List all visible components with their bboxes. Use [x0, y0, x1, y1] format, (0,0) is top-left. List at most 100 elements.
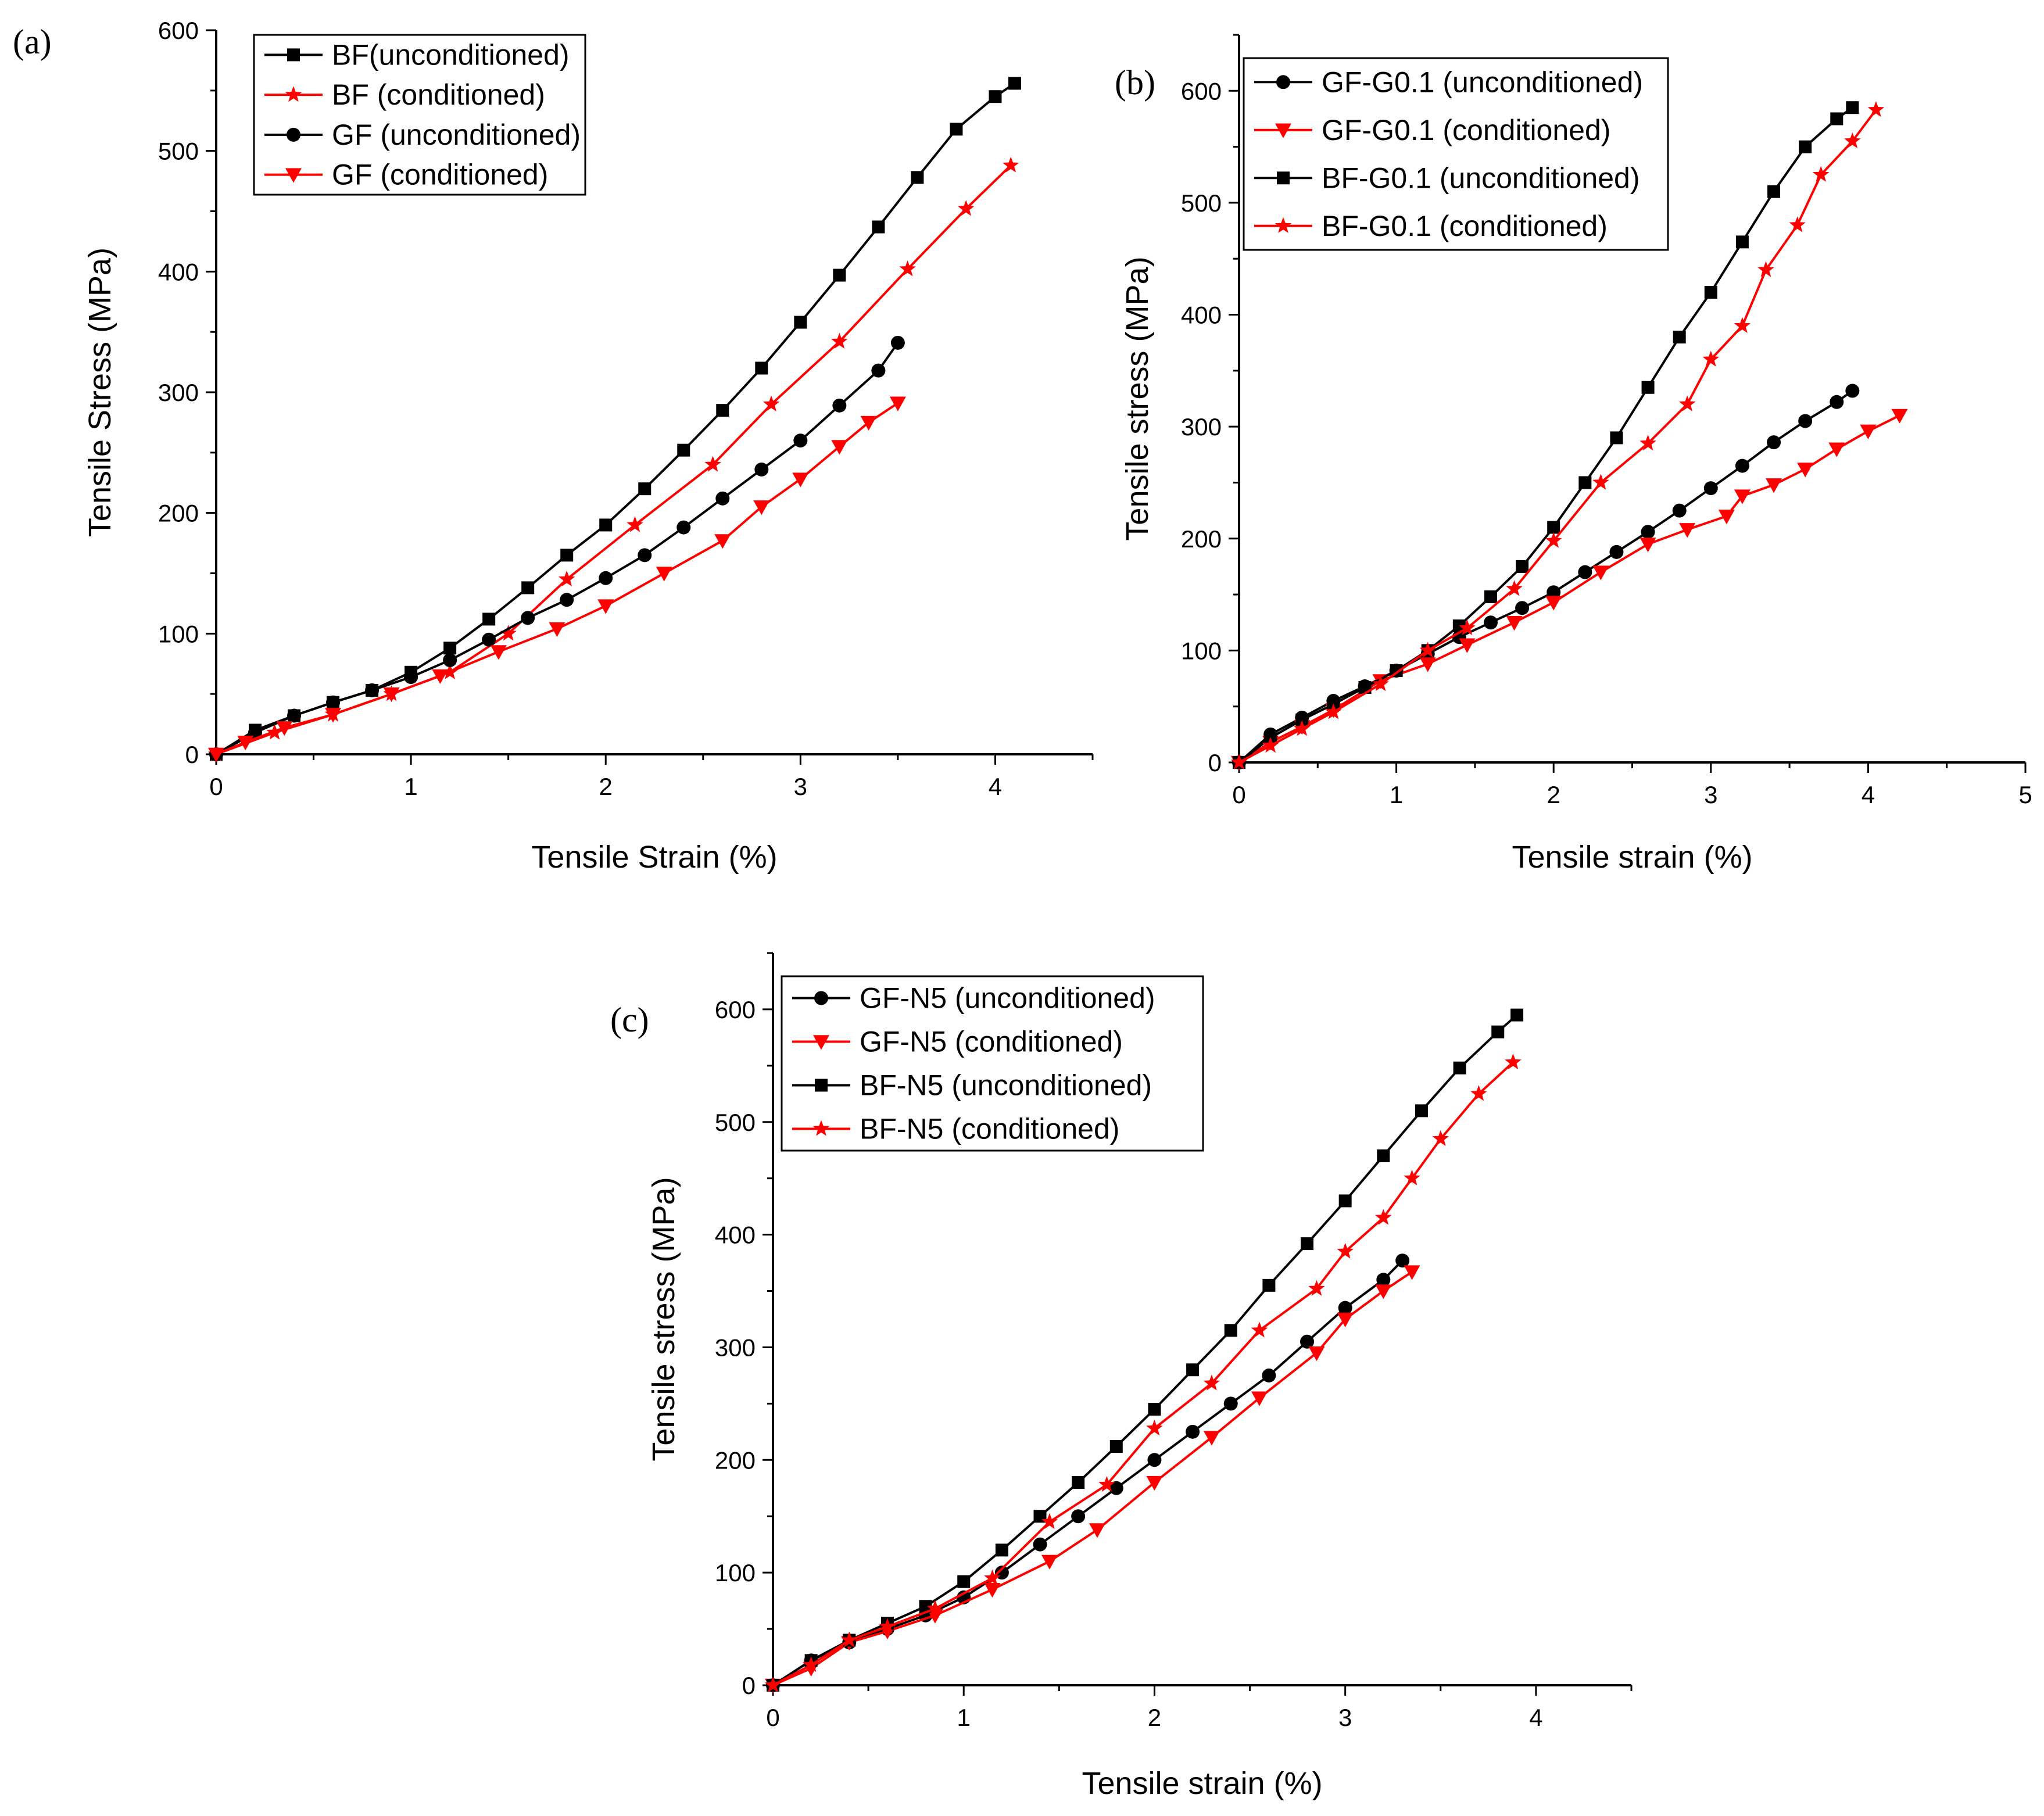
- data-point: [1798, 414, 1812, 428]
- data-point: [599, 518, 612, 531]
- y-tick-label: 100: [715, 1559, 756, 1586]
- data-point: [1767, 435, 1781, 449]
- data-point: [326, 696, 340, 710]
- data-point: [676, 521, 690, 535]
- data-point: [482, 613, 495, 625]
- legend: GF-N5 (unconditioned) GF-N5 (conditioned)…: [782, 976, 1203, 1151]
- data-point: [1089, 1523, 1105, 1538]
- panel-label: (b): [1115, 63, 1155, 102]
- data-point: [1673, 331, 1686, 343]
- data-point: [871, 364, 885, 378]
- panel-b: 0 1 2 3 4 50100200300400500600Tensile strain …: [1115, 35, 2032, 875]
- x-tick-label: 1: [957, 1704, 971, 1731]
- legend-marker: [287, 128, 300, 142]
- data-point: [1251, 1321, 1268, 1337]
- data-point: [1797, 463, 1813, 477]
- data-point: [755, 361, 768, 374]
- x-tick-label: 4: [989, 773, 1002, 800]
- data-point: [443, 642, 456, 654]
- data-point: [404, 670, 418, 684]
- y-tick-label: 0: [1208, 749, 1222, 776]
- x-tick-label: 4: [1529, 1704, 1542, 1731]
- data-point: [491, 645, 507, 660]
- data-point: [656, 567, 672, 581]
- data-point: [1224, 1396, 1238, 1410]
- data-point: [1072, 1476, 1084, 1489]
- x-tick-label: 2: [599, 773, 613, 800]
- data-point: [996, 1543, 1008, 1556]
- legend-marker: [815, 1079, 828, 1092]
- data-point: [1673, 504, 1687, 518]
- data-point: [443, 653, 457, 667]
- data-point: [1262, 1369, 1276, 1382]
- series-bf-conditioned: [208, 157, 1019, 762]
- legend-marker: [814, 991, 828, 1005]
- data-point: [1339, 1194, 1352, 1207]
- data-point: [794, 316, 807, 329]
- data-point: [1640, 538, 1656, 552]
- legend-marker: [287, 48, 300, 61]
- data-point: [1204, 1431, 1220, 1445]
- data-point: [1845, 384, 1859, 398]
- data-point: [890, 396, 906, 411]
- legend: GF-G0.1 (unconditioned) GF-G0.1 (conditio…: [1244, 58, 1668, 250]
- panel-label: (a): [13, 23, 52, 61]
- y-tick-label: 400: [1181, 302, 1222, 329]
- data-point: [1510, 1009, 1523, 1022]
- data-point: [715, 492, 729, 506]
- legend-label: GF (unconditioned): [332, 119, 581, 151]
- y-tick-label: 600: [715, 996, 756, 1023]
- legend-marker: [1277, 171, 1290, 184]
- data-point: [597, 599, 614, 614]
- data-point: [482, 633, 496, 647]
- data-point: [1735, 459, 1749, 473]
- series-line: [773, 1062, 1513, 1685]
- x-tick-label: 5: [2018, 781, 2032, 808]
- data-point: [1415, 1104, 1428, 1117]
- data-point: [911, 171, 923, 184]
- data-point: [792, 472, 808, 487]
- data-point: [365, 683, 379, 697]
- legend-label: GF-G0.1 (conditioned): [1322, 114, 1610, 146]
- y-tick-label: 500: [715, 1109, 756, 1136]
- y-axis-title: Tensile stress (MPa): [1120, 256, 1155, 540]
- series-line: [216, 343, 898, 754]
- y-tick-label: 400: [715, 1222, 756, 1249]
- data-point: [1147, 1453, 1161, 1467]
- x-tick-label: 3: [794, 773, 807, 800]
- data-point: [1545, 596, 1562, 610]
- data-point: [793, 434, 807, 447]
- data-point: [560, 593, 574, 607]
- x-axis-title: Tensile Strain (%): [531, 840, 777, 875]
- data-point: [1186, 1363, 1199, 1376]
- panel-label: (c): [610, 1001, 649, 1039]
- x-tick-label: 1: [1390, 781, 1403, 808]
- x-axis-title: Tensile strain (%): [1512, 840, 1752, 875]
- legend-label: BF (conditioned): [332, 78, 545, 111]
- data-point: [891, 336, 905, 350]
- y-tick-label: 200: [158, 500, 199, 527]
- data-point: [1609, 545, 1623, 559]
- series-gf-conditioned: [208, 396, 906, 762]
- y-tick-label: 500: [158, 138, 199, 165]
- legend-label: BF-N5 (unconditioned): [860, 1069, 1152, 1102]
- data-point: [1301, 1237, 1313, 1250]
- data-point: [1679, 523, 1695, 538]
- y-tick-label: 600: [158, 17, 199, 44]
- data-point: [1033, 1538, 1047, 1552]
- data-point: [1830, 395, 1843, 409]
- data-point: [1704, 481, 1718, 495]
- data-point: [1491, 1026, 1504, 1038]
- y-tick-label: 100: [1181, 637, 1222, 664]
- data-point: [1008, 77, 1021, 89]
- series-gf-unconditioned: [209, 336, 905, 761]
- data-point: [1868, 101, 1885, 117]
- x-tick-label: 0: [209, 773, 223, 800]
- data-point: [1506, 616, 1523, 631]
- y-tick-label: 300: [1181, 413, 1222, 440]
- data-point: [1705, 286, 1717, 299]
- data-point: [1071, 1509, 1085, 1523]
- data-point: [1592, 565, 1609, 580]
- data-point: [1828, 442, 1845, 457]
- data-point: [1041, 1555, 1058, 1570]
